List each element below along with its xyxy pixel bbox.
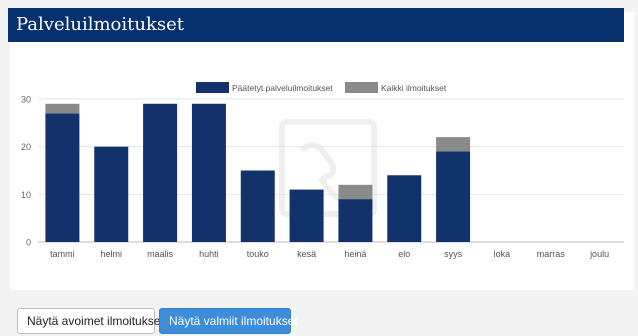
x-tick-label: elo (398, 249, 410, 259)
x-tick-label: marras (537, 249, 566, 259)
x-tick-label: touko (247, 249, 269, 259)
y-tick-label: 10 (21, 190, 31, 200)
legend-swatch (196, 82, 229, 93)
x-tick-label: joulu (589, 249, 609, 259)
x-tick-label: helmi (100, 249, 122, 259)
chart-legend: Päätetyt palveluilmoitukset Kaikki ilmoit… (196, 82, 447, 93)
bar (338, 199, 373, 242)
bar (387, 175, 422, 242)
bar (143, 103, 178, 243)
bars (45, 103, 471, 243)
bar (45, 103, 80, 114)
y-tick-label: 30 (21, 95, 31, 105)
panel-title: Palveluilmoitukset (8, 8, 624, 42)
show-open-notifications-button[interactable]: Näytä avoimet ilmoitukset (17, 308, 164, 334)
bar (436, 137, 471, 152)
chart-area: 0 10 20 30 tammi helmi maalis huhti touko kesä he… (21, 82, 624, 259)
bar (191, 103, 226, 243)
bar (45, 113, 80, 242)
x-tick-label: syys (444, 249, 463, 259)
bar (289, 189, 324, 242)
y-axis: 0 10 20 30 (21, 95, 31, 248)
x-tick-label: kesä (297, 249, 316, 259)
x-axis: tammi helmi maalis huhti touko kesä heinä elo sy… (50, 249, 609, 259)
y-tick-label: 20 (21, 142, 31, 152)
legend-label: Päätetyt palveluilmoitukset (232, 83, 333, 93)
show-closed-notifications-button[interactable]: Näytä valmiit ilmoitukset (159, 308, 298, 334)
x-tick-label: tammi (50, 249, 75, 259)
legend-label: Kaikki ilmoitukset (381, 83, 447, 93)
y-tick-label: 0 (26, 238, 31, 248)
x-tick-label: huhti (199, 249, 219, 259)
bar-chart: 0 10 20 30 tammi helmi maalis huhti touko kesä he… (21, 82, 624, 259)
x-tick-label: heinä (344, 249, 366, 259)
x-tick-label: loka (494, 249, 511, 259)
bar (436, 151, 471, 242)
x-tick-label: maalis (147, 249, 174, 259)
bar (240, 170, 275, 242)
legend-swatch (345, 82, 378, 93)
bar (94, 146, 129, 242)
bar (338, 184, 373, 200)
grid-lines (38, 98, 624, 243)
